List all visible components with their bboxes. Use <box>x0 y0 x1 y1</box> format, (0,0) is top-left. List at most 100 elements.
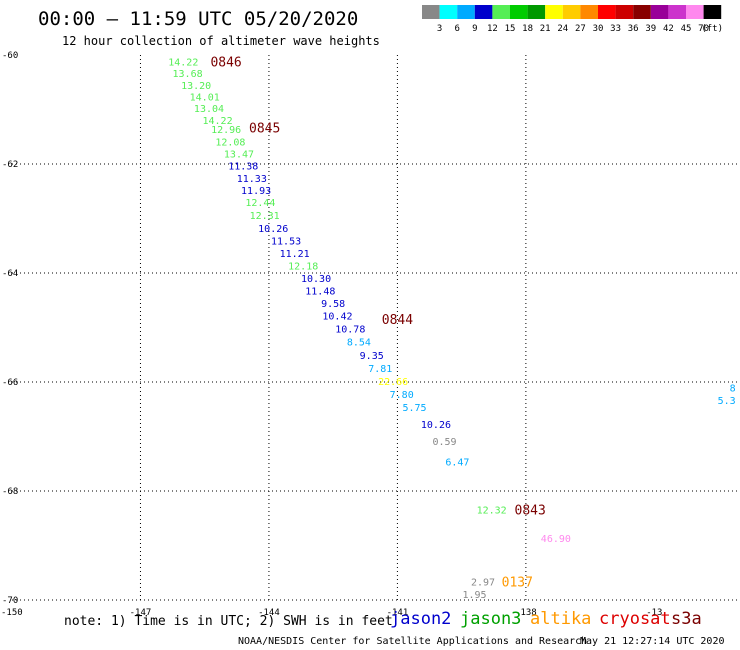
legend-swatch <box>650 5 669 19</box>
legend-label: 70 <box>698 24 709 34</box>
legend-swatch <box>562 5 581 19</box>
legend-label: 6 <box>454 24 459 34</box>
swh-value: 14.01 <box>190 92 220 103</box>
legend-swatch <box>668 5 686 19</box>
swh-value: 5.75 <box>402 403 426 414</box>
swh-value: 10.26 <box>421 420 451 431</box>
pass-time: 0844 <box>382 313 413 328</box>
y-tick-label: -70 <box>2 596 18 606</box>
swh-value: 8.54 <box>347 338 371 349</box>
pass-time: 0843 <box>515 504 546 519</box>
axis-tick-labels: -60 -62 -64 -66 -68 -70 -150 -147 -144 -141 -138 -1… <box>1 51 662 618</box>
swh-value: 10.78 <box>335 325 365 336</box>
footnote: note: 1) Time is in UTC; 2) SWH is in fe… <box>64 614 393 629</box>
y-tick-label: -64 <box>2 269 18 279</box>
pass-time: 0137 <box>502 575 533 590</box>
legend-label: 30 <box>593 24 604 34</box>
chart-subtitle: 12 hour collection of altimeter wave hei… <box>62 34 380 48</box>
legend-label: 24 <box>557 24 568 34</box>
legend-swatch <box>580 5 598 19</box>
legend-swatch <box>457 5 475 19</box>
swh-value: 12.08 <box>215 138 245 149</box>
timestamp-text: May 21 12:27:14 UTC 2020 <box>580 636 725 647</box>
legend-swatch <box>545 5 563 19</box>
swh-value: 7.80 <box>390 390 414 401</box>
legend-swatch <box>474 5 493 19</box>
legend-label: 42 <box>663 24 674 34</box>
x-tick-label: -150 <box>1 608 23 618</box>
swh-value: 22.66 <box>378 377 408 388</box>
satellite-name: jason2 <box>390 609 451 629</box>
satellite-name: s3a <box>671 609 702 629</box>
swh-value: 13.04 <box>194 104 224 115</box>
grid-lines <box>12 55 740 601</box>
swh-value: 11.38 <box>228 162 258 173</box>
swh-value: 10.42 <box>322 312 352 323</box>
legend-label: 9 <box>472 24 477 34</box>
swh-value: 11.48 <box>305 286 335 297</box>
swh-value: 11.33 <box>237 174 267 185</box>
legend-swatch <box>527 5 546 19</box>
legend-swatch <box>492 5 510 19</box>
legend-label: 45 <box>681 24 692 34</box>
legend-label: 39 <box>645 24 656 34</box>
swh-value: 6.47 <box>445 458 469 469</box>
y-tick-label: -62 <box>2 160 18 170</box>
y-tick-label: -66 <box>2 378 18 388</box>
satellite-name: jason3 <box>460 609 521 629</box>
satellite-legend: jason2 jason3 altika cryosat s3a <box>390 609 702 629</box>
swh-value: 12.44 <box>245 198 275 209</box>
swh-value: 46.90 <box>541 534 571 545</box>
pass-time: 0845 <box>249 121 280 136</box>
swh-value: 12.31 <box>250 211 280 222</box>
x-tick-label: -138 <box>515 608 537 618</box>
legend-swatch <box>439 5 458 19</box>
legend-swatch <box>510 5 528 19</box>
legend-swatch <box>598 5 616 19</box>
pass-time-labels: 0846 0845 0844 0843 0137 <box>210 56 545 591</box>
swh-value: 5.3 <box>718 396 736 407</box>
legend-label: 33 <box>610 24 621 34</box>
legend-label: 21 <box>540 24 551 34</box>
pass-time: 0846 <box>210 56 241 71</box>
swh-value: 0.59 <box>432 437 456 448</box>
swh-value: 11.53 <box>271 236 301 247</box>
swh-value: 10.26 <box>258 224 288 235</box>
swh-value: 13.47 <box>224 150 254 161</box>
satellite-name: altika <box>530 609 591 629</box>
x-tick-label: -147 <box>130 608 152 618</box>
legend-label: 3 <box>437 24 442 34</box>
y-tick-label: -60 <box>2 51 18 61</box>
legend-swatch <box>686 5 704 19</box>
swh-value: 14.22 <box>168 58 198 69</box>
chart-title: 00:00 — 11:59 UTC 05/20/2020 <box>38 8 358 30</box>
legend-label: 36 <box>628 24 639 34</box>
swh-value: 14.22 <box>202 116 232 127</box>
x-tick-label: -141 <box>387 608 409 618</box>
legend-swatch <box>703 5 722 19</box>
swh-value: 8 <box>730 383 736 394</box>
wave-height-points: 14.2213.6813.2014.0113.0414.2212.9612.08… <box>168 58 735 601</box>
x-tick-label: -144 <box>258 608 280 618</box>
legend-label: 18 <box>522 24 533 34</box>
legend-label: 27 <box>575 24 586 34</box>
satellite-name: cryosat <box>599 609 671 629</box>
swh-value: 1.95 <box>462 590 486 601</box>
swh-value: 11.21 <box>280 249 310 260</box>
legend-swatch <box>633 5 651 19</box>
swh-color-legend: 3 6 9 12 15 18 21 24 27 30 33 36 39 42 45 70(ft) <box>422 5 723 34</box>
swh-value: 12.18 <box>288 261 318 272</box>
swh-value: 9.58 <box>321 299 345 310</box>
swh-value: 2.97 <box>471 577 495 588</box>
legend-swatch <box>615 5 634 19</box>
swh-value: 13.20 <box>181 81 211 92</box>
legend-label: 12 <box>487 24 498 34</box>
credit-text: NOAA/NESDIS Center for Satellite Applica… <box>238 636 587 647</box>
swh-value: 11.93 <box>241 186 271 197</box>
swh-value: 9.35 <box>360 351 384 362</box>
swh-value: 12.96 <box>211 125 241 136</box>
swh-value: 7.81 <box>368 364 392 375</box>
legend-swatch <box>422 5 440 19</box>
legend-label: 15 <box>505 24 516 34</box>
swh-value: 12.32 <box>477 506 507 517</box>
